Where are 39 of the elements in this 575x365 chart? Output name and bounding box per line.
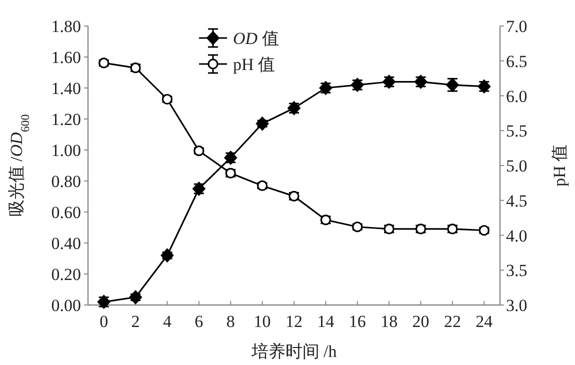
y-tick-label: 1.60 [51,48,81,67]
y-tick-label: 1.00 [51,141,81,160]
x-tick-label: 16 [348,312,366,331]
x-tick-label: 18 [380,312,398,331]
point [256,116,269,131]
x-tick-label: 20 [412,312,430,331]
y2-axis-title: pH 值 [550,144,569,187]
x-tick-label: 8 [226,312,235,331]
y-tick-label: 0.80 [51,172,81,191]
y2-tick-label: 3.5 [506,261,528,280]
point [160,248,174,262]
y-tick-label: 0.60 [51,203,81,222]
x-tick-label: 6 [194,312,204,331]
y2-tick-label: 4.0 [506,226,528,246]
y2-tick-label: 7.0 [506,17,528,36]
x-tick-label: 24 [476,312,494,331]
y-tick-label: 1.40 [51,79,81,98]
y2-tick-label: 5.0 [506,156,528,176]
y-tick-label: 0.00 [51,296,81,315]
x-tick-label: 0 [100,312,108,331]
point [129,290,142,304]
x-tick-label: 10 [254,312,271,331]
legend-label: OD 值 [233,29,279,48]
x-tick-label: 12 [286,312,302,331]
y-tick-label: 0.20 [51,265,81,284]
y2-tick-label: 3.0 [506,296,528,315]
y2-tick-label: 6.0 [506,86,528,106]
y2-tick-label: 5.5 [506,122,528,141]
x-tick-label: 4 [162,312,172,331]
x-tick-label: 14 [317,312,335,331]
x-tick-label: 2 [131,312,140,331]
y2-tick-label: 4.5 [506,191,528,210]
y-tick-label: 0.40 [51,234,81,253]
y2-tick-label: 6.5 [506,52,528,71]
x-axis-title: 培养时间 /h [250,342,338,361]
y-tick-label: 1.80 [51,17,81,36]
x-tick-label: 22 [444,312,461,331]
legend-label: pH 值 [233,55,276,74]
y-tick-label: 1.20 [51,110,81,129]
